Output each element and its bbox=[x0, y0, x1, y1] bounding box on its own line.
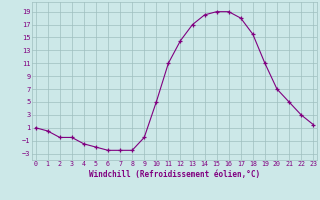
X-axis label: Windchill (Refroidissement éolien,°C): Windchill (Refroidissement éolien,°C) bbox=[89, 170, 260, 179]
